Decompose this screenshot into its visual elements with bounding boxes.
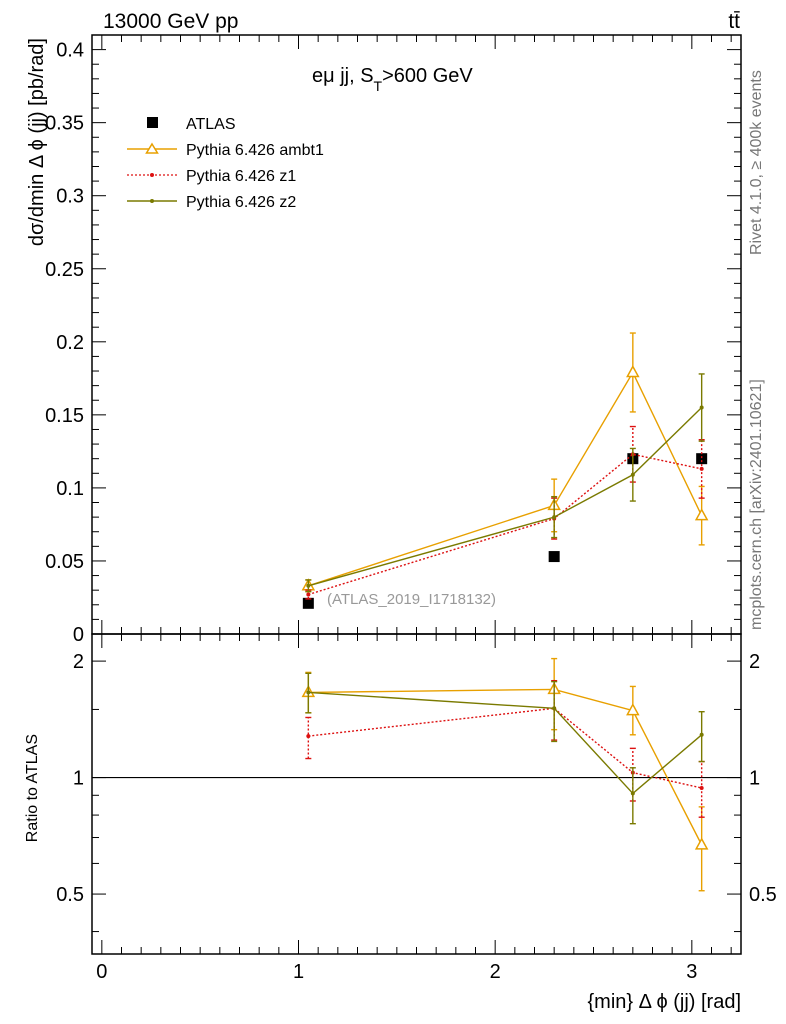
main-title-sub: T <box>374 78 383 94</box>
ratio-ytick-label-right: 1 <box>749 768 760 790</box>
data-point-dot <box>699 466 704 471</box>
series-line-pythia-6.426-ambt1 <box>308 371 703 587</box>
legend-ambt1-label: Pythia 6.426 ambt1 <box>186 142 324 159</box>
ratio-point-dot <box>630 791 635 796</box>
main-ytick-label: 0 <box>73 624 84 646</box>
main-title: eμ jj, ST>600 GeV <box>312 65 473 94</box>
data-point-triangle <box>694 508 709 521</box>
ratio-ytick-label-right: 0.5 <box>749 884 777 906</box>
data-point-dot <box>306 583 311 588</box>
ratio-point-triangle <box>626 703 640 716</box>
header-left: 13000 GeV pp <box>103 10 238 33</box>
legend-z1-label: Pythia 6.426 z1 <box>186 168 296 185</box>
legend-z2-marker <box>150 199 154 203</box>
data-point-dot <box>699 405 704 410</box>
main-y-label: dσ/dmin Δ ϕ (jj) [pb/rad] <box>26 38 48 246</box>
main-ytick-label: 0.35 <box>45 113 84 135</box>
main-ytick-label: 0.2 <box>56 332 84 354</box>
ratio-xticks: 0 1 2 3 <box>96 634 732 983</box>
ratio-point-dot <box>306 690 311 695</box>
ratio-point-dot <box>699 732 704 737</box>
watermark: (ATLAS_2019_I1718132) <box>327 591 496 608</box>
ratio-frame <box>91 633 742 955</box>
main-title-part1: eμ jj, S <box>312 65 374 87</box>
main-series <box>301 332 709 609</box>
ratio-ytick-label: 0.5 <box>56 884 84 906</box>
legend: ATLAS Pythia 6.426 ambt1 Pythia 6.426 z1… <box>127 116 324 211</box>
ratio-y-label: Ratio to ATLAS <box>24 734 41 842</box>
main-yticks: 0 0.05 0.1 0.15 0.2 0.25 0.3 0.35 0.4 <box>45 35 741 646</box>
data-point-dot <box>630 472 635 477</box>
ratio-line-pythia-6.426-ambt1 <box>308 688 703 846</box>
ratio-ytick-label: 1 <box>73 768 84 790</box>
legend-atlas-marker <box>147 117 158 128</box>
ratio-line-pythia-6.426-z1 <box>308 707 702 789</box>
xtick-label: 3 <box>686 961 697 983</box>
data-point-dot <box>552 515 557 520</box>
ratio-ytick-label-right: 2 <box>749 651 760 673</box>
ratio-yticks: 0.5 0.5 1 1 2 2 <box>56 651 777 933</box>
series-line-pythia-6.426-z1 <box>308 453 702 596</box>
legend-atlas-label: ATLAS <box>186 116 236 133</box>
main-ytick-label: 0.15 <box>45 405 84 427</box>
ratio-point-dot <box>306 734 311 739</box>
ratio-point-dot <box>552 706 557 711</box>
ratio-series <box>301 657 709 892</box>
legend-z2-label: Pythia 6.426 z2 <box>186 194 296 211</box>
header-right: tt̄ <box>728 10 740 33</box>
xtick-label: 0 <box>96 961 107 983</box>
legend-ambt1-marker <box>145 142 159 154</box>
main-ytick-label: 0.3 <box>56 186 84 208</box>
x-axis-label: {min} Δ ϕ (jj) [rad] <box>588 991 742 1013</box>
xtick-label: 1 <box>293 961 304 983</box>
series-line-pythia-6.426-z2 <box>308 407 703 587</box>
main-panel: 0 0.05 0.1 0.15 0.2 0.25 0.3 0.35 0.4 (ATLAS_201… <box>26 34 742 646</box>
main-ytick-label: 0.05 <box>45 551 84 573</box>
data-point-dot <box>306 592 311 597</box>
data-point-atlas <box>548 551 560 563</box>
mcplots-label: mcplots.cern.ch [arXiv:2401.10621] <box>748 379 765 630</box>
legend-z1-marker <box>150 173 154 177</box>
data-point-atlas <box>302 597 314 609</box>
ratio-point-dot <box>699 785 704 790</box>
ratio-line-pythia-6.426-z2 <box>308 691 703 795</box>
ratio-point-triangle <box>694 837 709 850</box>
data-point-triangle <box>626 364 640 378</box>
xtick-label: 2 <box>490 961 501 983</box>
data-point-atlas <box>696 453 708 465</box>
ratio-ytick-label: 2 <box>73 651 84 673</box>
main-ytick-label: 0.1 <box>56 478 84 500</box>
rivet-label: Rivet 4.1.0, ≥ 400k events <box>748 70 765 255</box>
main-ytick-label: 0.4 <box>56 40 84 62</box>
ratio-panel: 0.5 0.5 1 1 2 2 0 1 2 3 Ratio to ATLAS {min} Δ ϕ… <box>24 633 777 1013</box>
main-ytick-label: 0.25 <box>45 259 84 281</box>
main-title-part2: >600 GeV <box>382 65 473 87</box>
